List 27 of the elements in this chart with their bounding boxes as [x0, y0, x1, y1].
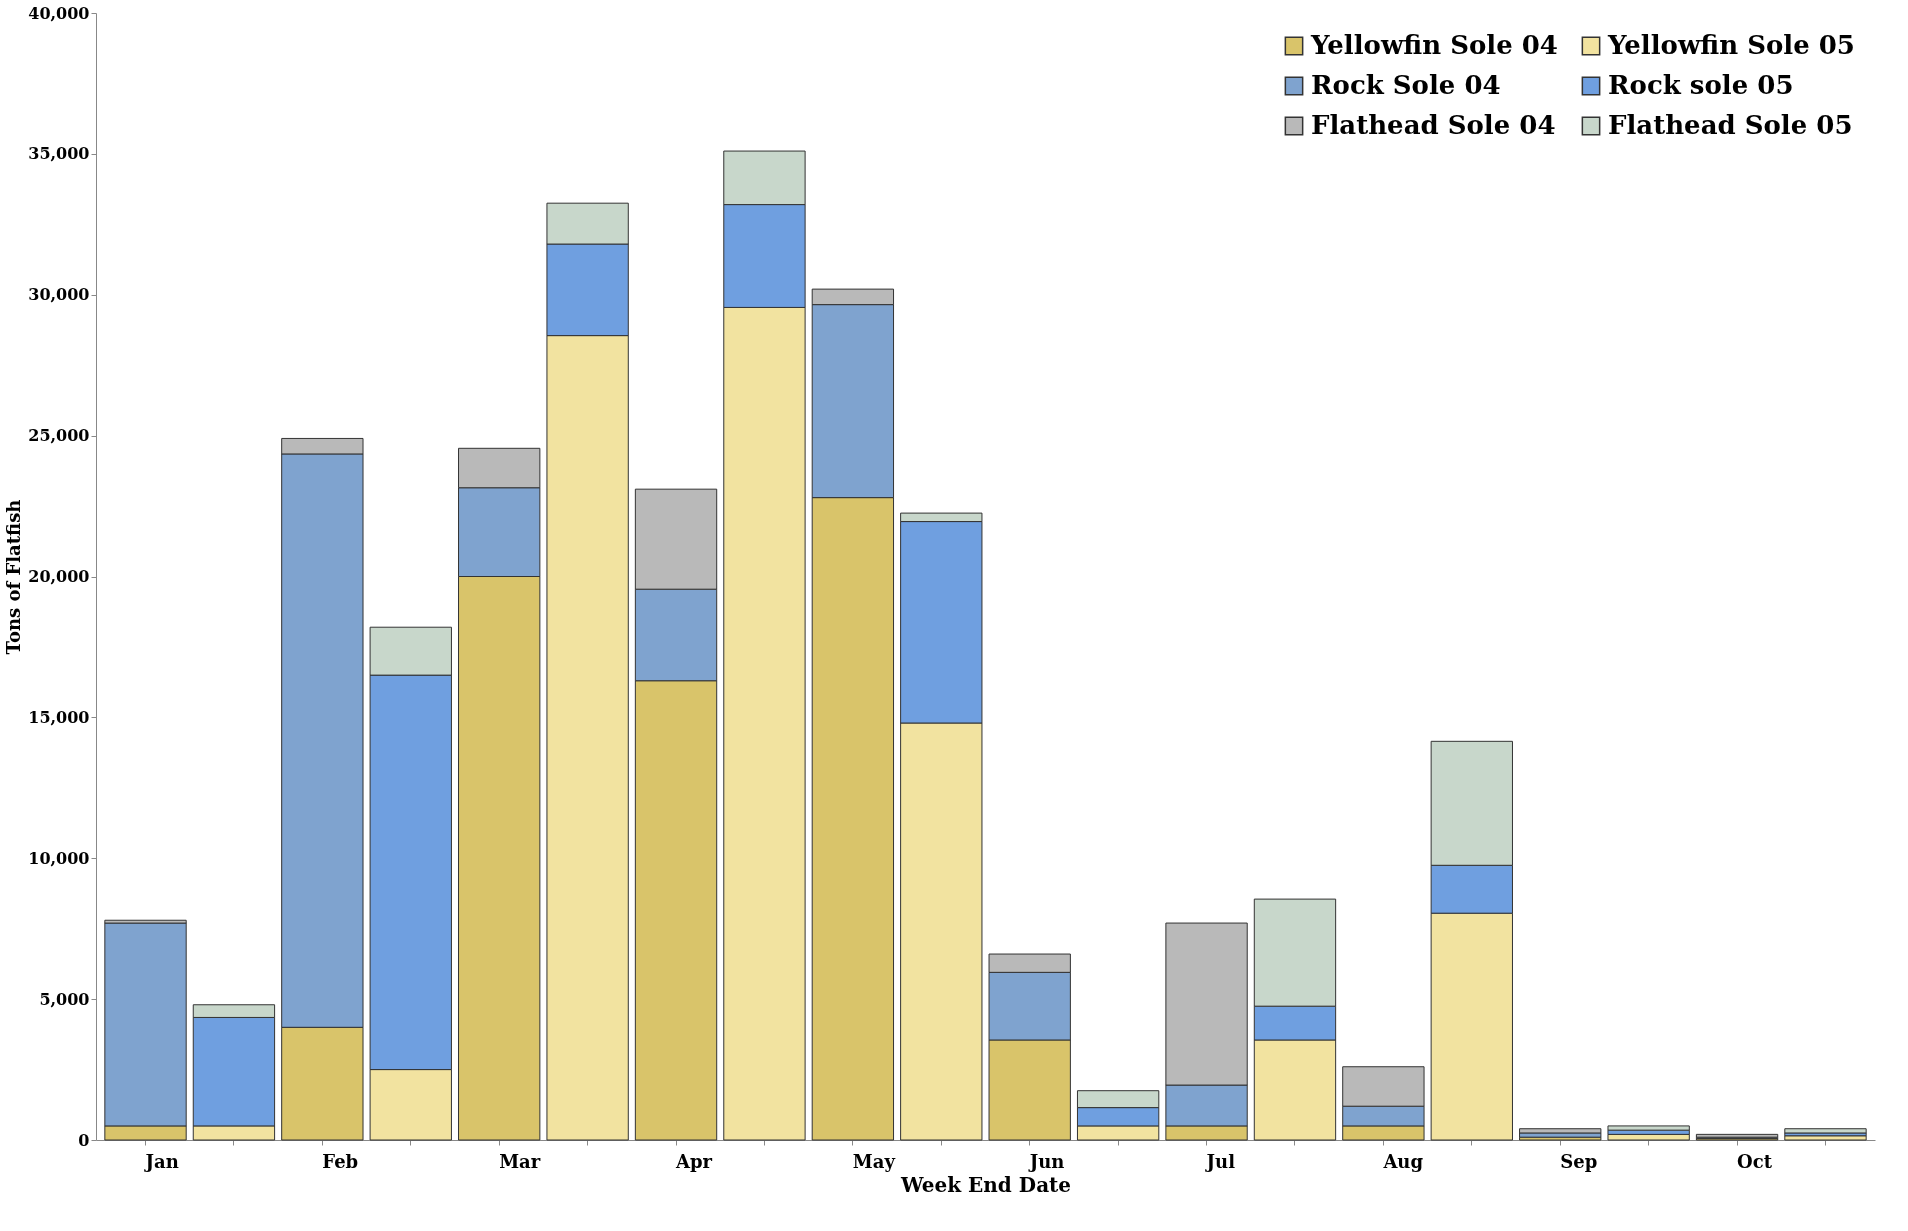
legend-label: Flathead Sole 05 — [1608, 110, 1853, 140]
x-tick-label: Apr — [675, 1150, 713, 1172]
x-tick-label: Feb — [322, 1150, 359, 1172]
y-tick-label: 15,000 — [28, 707, 90, 727]
y-tick-label: 20,000 — [28, 567, 90, 586]
x-tick-label: Sep — [1560, 1150, 1598, 1172]
y-tick-label: 5,000 — [39, 989, 90, 1009]
legend-label: Flathead Sole 04 — [1311, 110, 1556, 140]
x-tick-label: May — [852, 1150, 896, 1172]
legend-label: Rock Sole 04 — [1311, 70, 1501, 100]
y-tick-label: 35,000 — [28, 144, 90, 164]
legend-label: Rock sole 05 — [1608, 70, 1794, 100]
x-tick-label: Jan — [143, 1150, 179, 1172]
y-tick-label: 30,000 — [28, 285, 90, 305]
legend-label: Yellowfin Sole 04 — [1310, 30, 1558, 60]
x-tick-label: Jun — [1027, 1150, 1065, 1172]
y-tick-label: 10,000 — [28, 848, 90, 868]
x-tick-label: Jul — [1204, 1150, 1236, 1172]
y-axis-title: Tons of Flatfish — [3, 499, 25, 655]
x-tick-label: Oct — [1737, 1150, 1773, 1172]
x-tick-label: Mar — [499, 1150, 541, 1172]
y-tick-label: 0 — [78, 1130, 90, 1150]
legend-label: Yellowfin Sole 05 — [1607, 30, 1855, 60]
y-tick-label: 25,000 — [28, 426, 90, 446]
y-tick-label: 40,000 — [28, 3, 90, 23]
x-tick-label: Aug — [1382, 1150, 1424, 1172]
x-axis-title: Week End Date — [899, 1172, 1072, 1197]
